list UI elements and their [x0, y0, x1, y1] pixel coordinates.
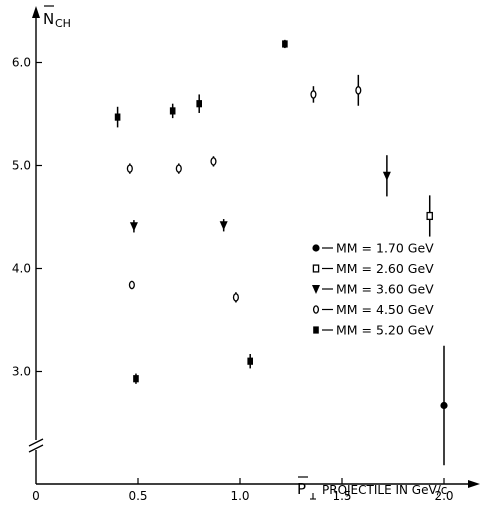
data-point: [232, 293, 239, 302]
data-point: [382, 171, 391, 181]
y-tick-label: 4.0: [12, 262, 31, 276]
x-tick-label: 1.5: [332, 489, 351, 503]
data-point: [355, 86, 362, 95]
y-axis-label: N CH: [43, 5, 71, 30]
y-axis-arrow: [32, 6, 40, 18]
data-point: [169, 107, 176, 115]
legend-label: MM = 3.60 GeV: [336, 282, 434, 297]
data-point: [219, 221, 228, 231]
data-point: [247, 357, 253, 365]
legend-label: MM = 5.20 GeV: [336, 323, 434, 338]
legend-marker: [312, 264, 320, 273]
legend-label: MM = 1.70 GeV: [336, 241, 434, 256]
data-point: [310, 90, 317, 99]
data-point: [114, 113, 121, 121]
y-tick-label: 6.0: [12, 56, 31, 70]
data-point: [210, 157, 217, 166]
legend-marker: [312, 285, 320, 294]
legend-marker: [312, 244, 320, 252]
legend-marker: [313, 326, 319, 334]
x-axis-label-main: P: [297, 480, 306, 498]
y-axis-label-sub: CH: [55, 17, 71, 30]
y-tick-label: 5.0: [12, 159, 31, 173]
data-point: [426, 211, 433, 221]
perpendicular-symbol: [310, 493, 316, 500]
data-point: [440, 401, 448, 410]
legend-marker: [312, 305, 320, 314]
legend-label: MM = 2.60 GeV: [336, 261, 434, 276]
x-axis-label: P PROJECTILE IN GeV/c: [297, 476, 447, 500]
legend-label: MM = 4.50 GeV: [336, 302, 434, 317]
ticks: 0 0.5 1.0 1.5 2.0 3.0 4.0 5.0 6.0: [12, 56, 454, 504]
x-axis-label-rest: PROJECTILE IN GeV/c: [322, 483, 447, 497]
legend: MM = 1.70 GeV MM = 2.60 GeV MM = 3.60 GeV M…: [312, 241, 434, 338]
y-axis-label-main: N: [43, 10, 54, 28]
data-point: [126, 164, 133, 173]
data-point: [175, 164, 182, 173]
y-tick-label: 3.0: [12, 365, 31, 379]
x-tick-label: 2.0: [434, 489, 453, 503]
data-point: [282, 40, 288, 48]
axis-break: [28, 438, 44, 453]
x-tick-label: 0.5: [128, 489, 147, 503]
data-point: [196, 100, 202, 108]
x-axis-arrow: [468, 480, 480, 488]
data-point: [129, 222, 138, 232]
x-tick-label: 0: [32, 489, 40, 503]
data-points: [114, 39, 448, 466]
data-point: [128, 280, 135, 290]
data-point: [133, 375, 139, 383]
x-tick-label: 1.0: [230, 489, 249, 503]
